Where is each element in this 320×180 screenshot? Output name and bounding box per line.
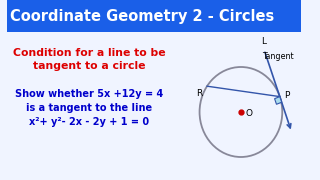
Text: Show whether 5x +12y = 4: Show whether 5x +12y = 4: [15, 89, 164, 99]
Text: Condition for a line to be: Condition for a line to be: [13, 48, 165, 58]
Text: is a tangent to the line: is a tangent to the line: [26, 103, 152, 113]
Text: Coordinate Geometry 2 - Circles: Coordinate Geometry 2 - Circles: [10, 8, 275, 24]
Text: R: R: [196, 89, 203, 98]
Text: O: O: [245, 109, 252, 118]
Polygon shape: [275, 97, 282, 104]
Text: L: L: [261, 37, 266, 46]
Bar: [7, 0, 301, 32]
Text: tangent to a circle: tangent to a circle: [33, 61, 146, 71]
Text: x²+ y²- 2x - 2y + 1 = 0: x²+ y²- 2x - 2y + 1 = 0: [29, 117, 149, 127]
Text: Tangent: Tangent: [262, 51, 294, 60]
Text: P: P: [284, 91, 290, 100]
